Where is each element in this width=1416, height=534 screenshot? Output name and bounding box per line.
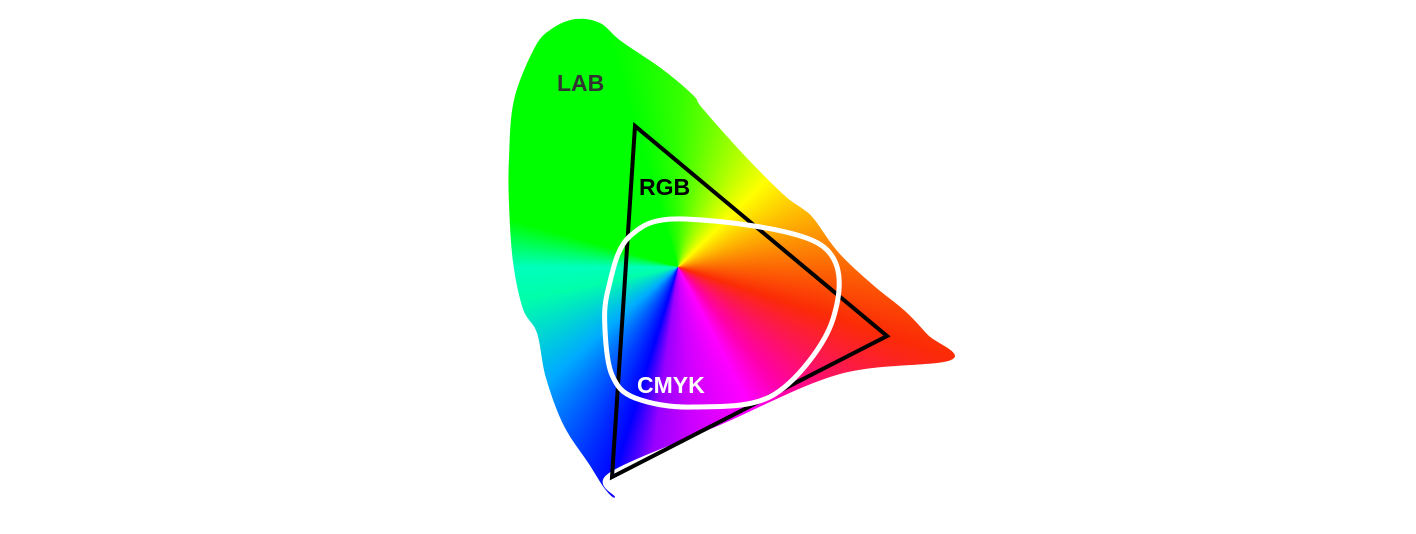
svg-text:CMYK: CMYK xyxy=(637,372,705,398)
svg-text:LAB: LAB xyxy=(557,70,604,96)
svg-text:RGB: RGB xyxy=(639,174,690,200)
